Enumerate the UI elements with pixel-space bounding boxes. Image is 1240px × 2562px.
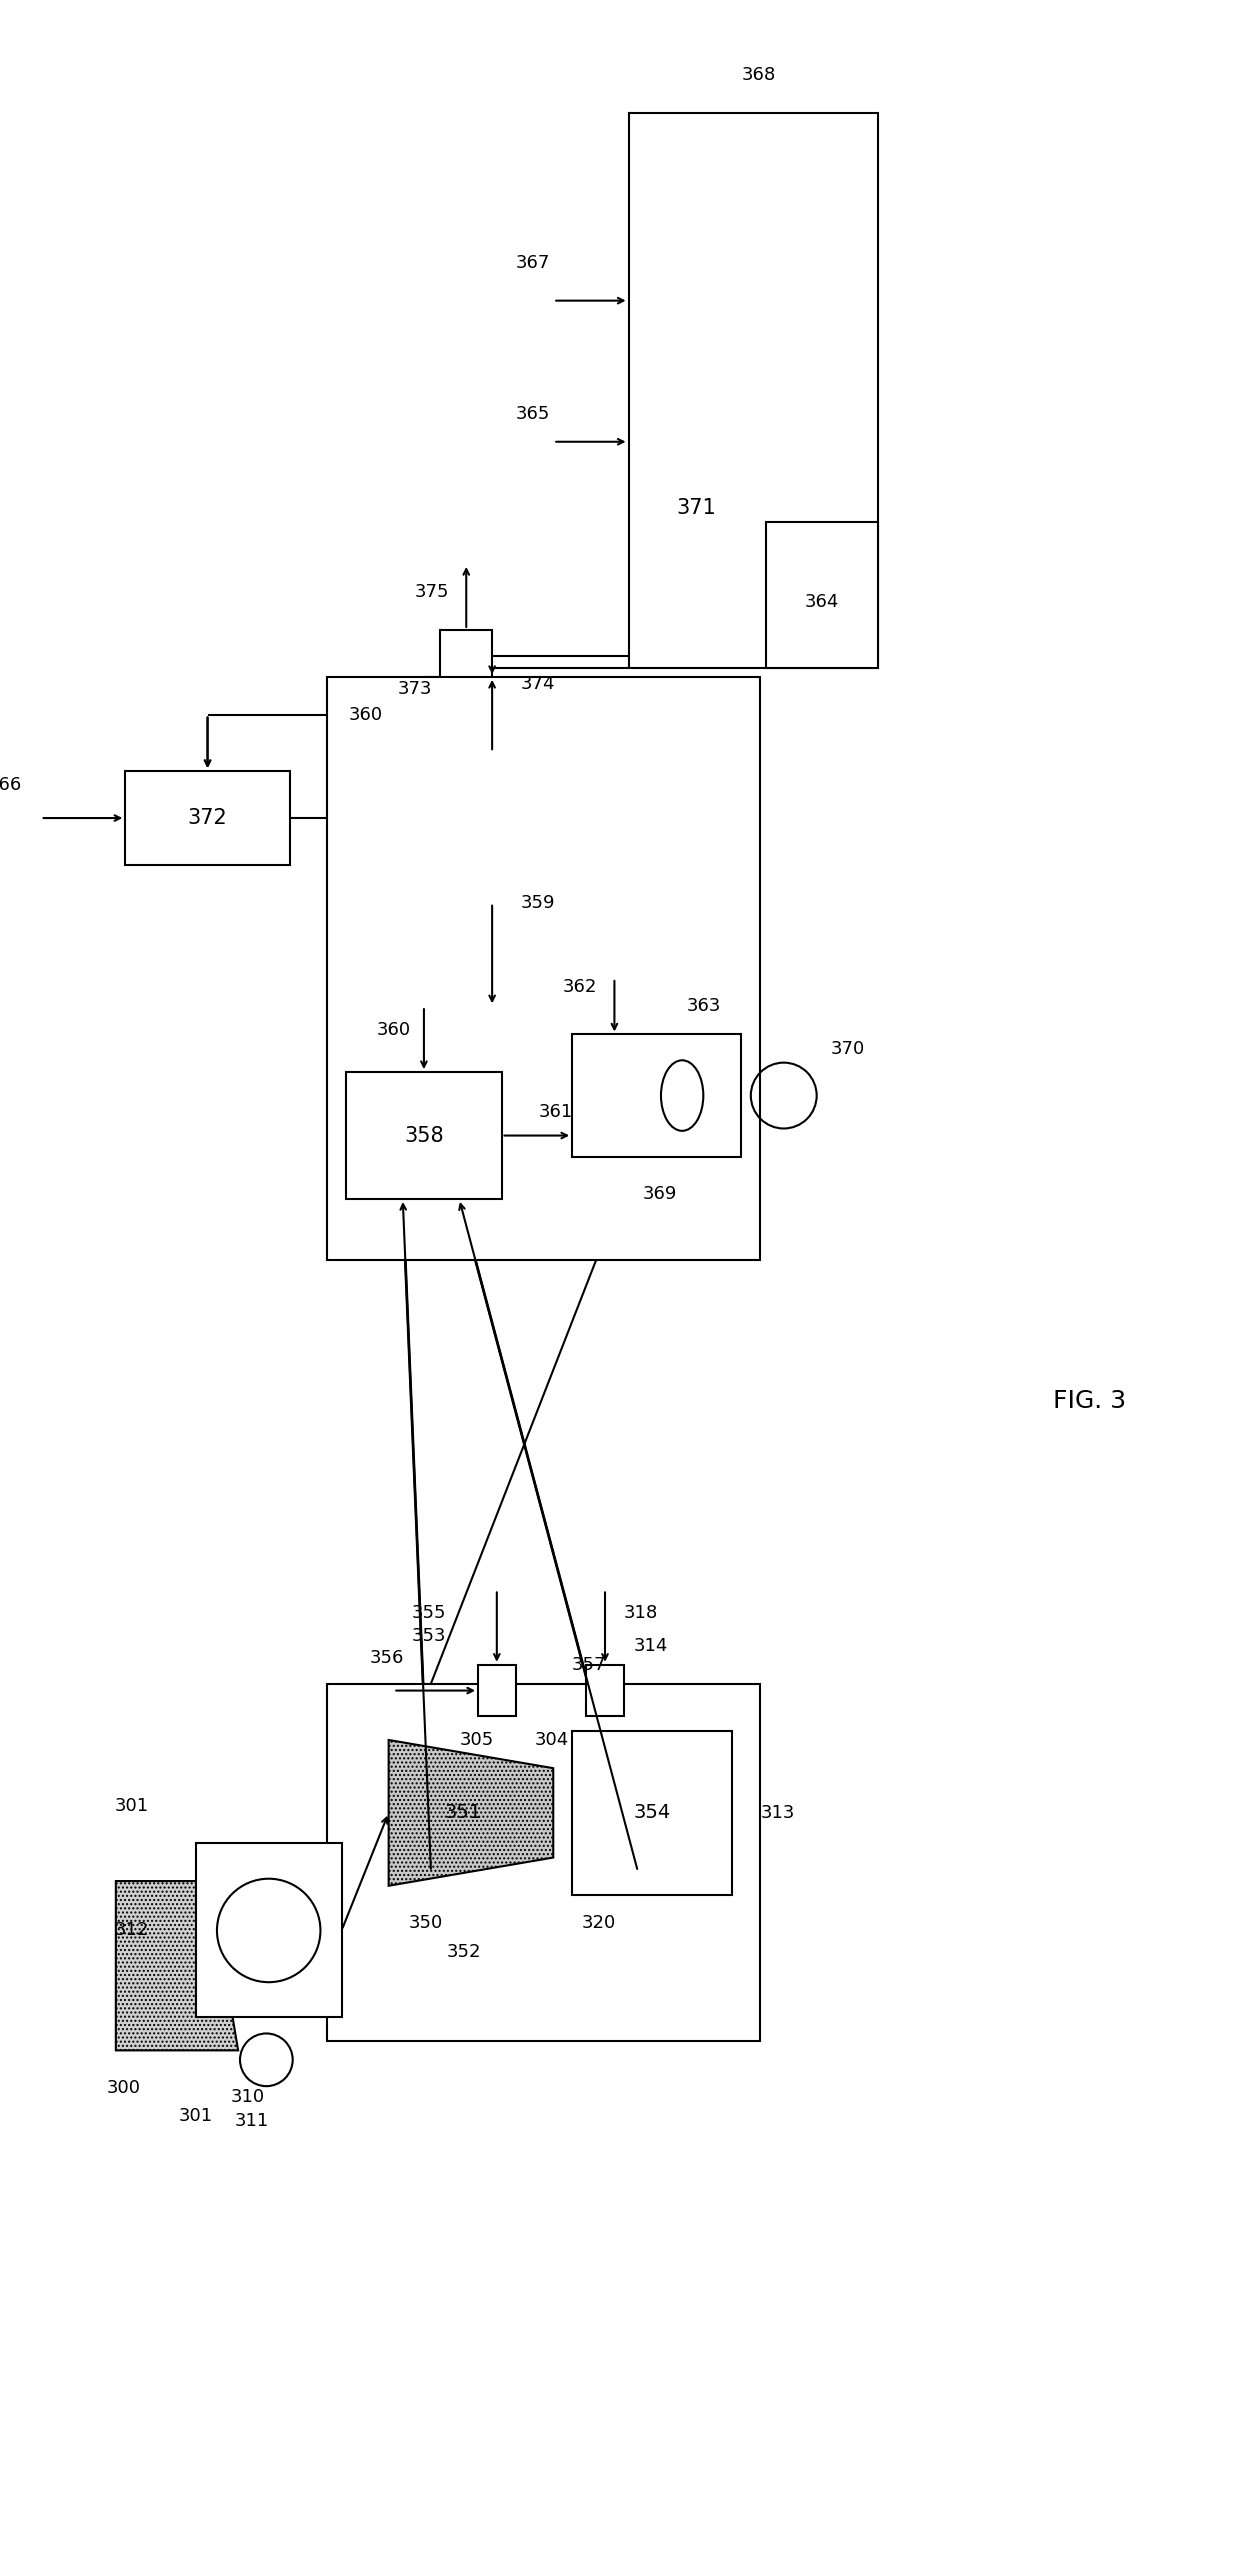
Text: 361: 361 [539,1104,573,1122]
Bar [125,771,290,866]
Text: 370: 370 [831,1040,866,1058]
Text: 355: 355 [412,1604,446,1622]
Text: 358: 358 [404,1125,444,1145]
Text: 353: 353 [412,1627,446,1645]
Bar [572,1729,732,1896]
Text: 318: 318 [624,1604,658,1622]
Text: 351: 351 [444,1804,481,1822]
Text: 311: 311 [236,2111,269,2129]
Text: 365: 365 [516,405,551,423]
Text: 350: 350 [409,1914,444,1932]
Text: 360: 360 [377,1020,410,1038]
Text: 357: 357 [572,1655,606,1673]
Text: 366: 366 [0,776,22,794]
Polygon shape [388,1740,553,1886]
Bar [327,676,760,1261]
Text: 368: 368 [742,67,776,85]
Text: 359: 359 [521,894,554,912]
Text: 310: 310 [231,2088,264,2106]
Bar [587,1665,624,1717]
Text: 374: 374 [521,674,554,692]
Text: 362: 362 [563,979,596,997]
Text: 304: 304 [534,1732,569,1750]
Text: 360: 360 [348,705,383,722]
Polygon shape [115,1881,238,2050]
Text: 354: 354 [634,1804,671,1822]
Text: 364: 364 [805,592,839,610]
Bar [440,630,492,681]
Text: 352: 352 [446,1942,481,1960]
Bar [765,523,878,669]
Text: 363: 363 [687,997,722,1015]
Text: 373: 373 [398,679,433,697]
Bar [629,113,878,669]
Text: FIG. 3: FIG. 3 [1053,1389,1126,1414]
Text: 312: 312 [114,1922,149,1939]
Text: 369: 369 [642,1186,677,1204]
Bar [196,1845,341,2016]
Bar [572,1035,742,1155]
Text: 301: 301 [179,2109,213,2126]
Text: 320: 320 [582,1914,616,1932]
Bar [346,1071,501,1199]
Text: 367: 367 [516,254,551,272]
Text: 375: 375 [414,584,449,602]
Text: 356: 356 [370,1647,404,1668]
Text: 372: 372 [187,807,227,828]
Text: 313: 313 [760,1804,795,1822]
Bar [327,1683,760,2042]
Bar [572,1729,732,1896]
Text: 371: 371 [676,497,715,518]
Text: 300: 300 [107,2078,140,2098]
Text: 301: 301 [114,1796,149,1814]
Text: 305: 305 [459,1732,494,1750]
Text: 314: 314 [634,1637,667,1655]
Bar [477,1665,516,1717]
